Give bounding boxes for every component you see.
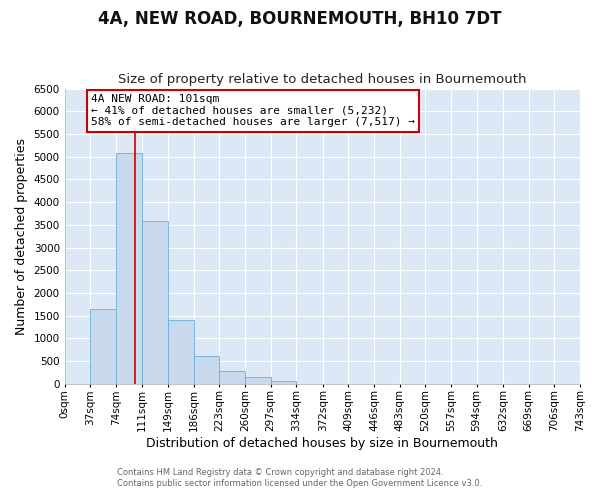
Bar xyxy=(168,320,194,384)
Bar xyxy=(142,221,168,384)
Text: 4A NEW ROAD: 101sqm
← 41% of detached houses are smaller (5,232)
58% of semi-det: 4A NEW ROAD: 101sqm ← 41% of detached ho… xyxy=(91,94,415,127)
Bar xyxy=(116,154,142,384)
Title: Size of property relative to detached houses in Bournemouth: Size of property relative to detached ho… xyxy=(118,73,527,86)
Text: 4A, NEW ROAD, BOURNEMOUTH, BH10 7DT: 4A, NEW ROAD, BOURNEMOUTH, BH10 7DT xyxy=(98,10,502,28)
Bar xyxy=(271,382,296,384)
Bar xyxy=(91,309,116,384)
X-axis label: Distribution of detached houses by size in Bournemouth: Distribution of detached houses by size … xyxy=(146,437,498,450)
Y-axis label: Number of detached properties: Number of detached properties xyxy=(15,138,28,334)
Bar xyxy=(194,356,220,384)
Bar xyxy=(245,377,271,384)
Text: Contains HM Land Registry data © Crown copyright and database right 2024.
Contai: Contains HM Land Registry data © Crown c… xyxy=(118,468,482,487)
Bar xyxy=(220,370,245,384)
